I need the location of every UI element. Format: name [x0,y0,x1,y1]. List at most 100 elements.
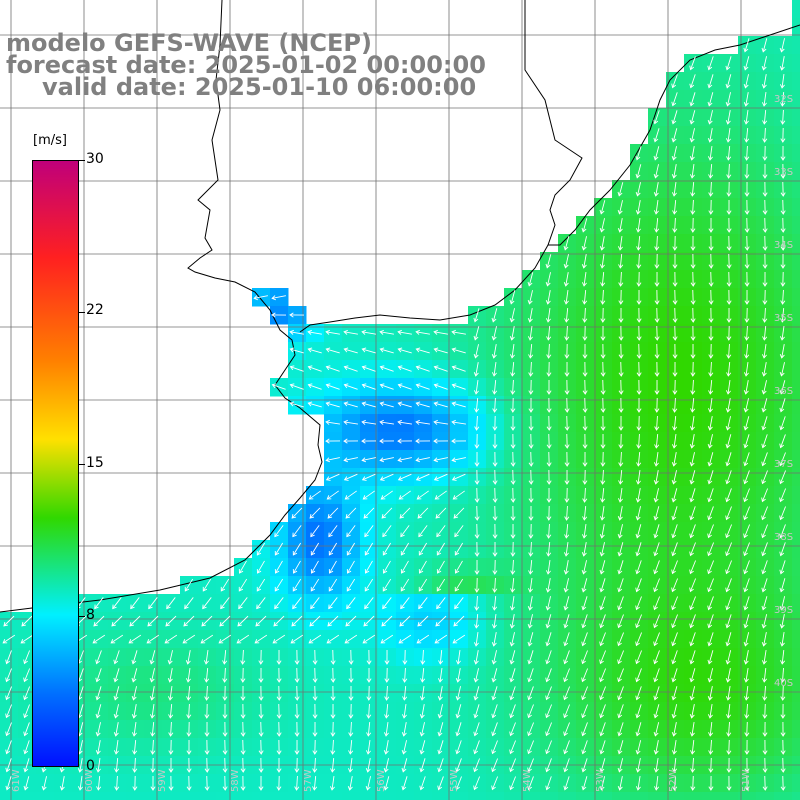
wind-arrow [690,379,696,395]
wind-speed-cell [216,792,235,800]
wind-arrow [492,505,498,521]
wind-arrow [325,329,340,335]
wind-arrow [725,614,732,629]
wind-speed-cell [720,792,739,800]
wind-arrow [654,217,660,233]
wind-arrow [690,307,696,323]
wind-arrow [780,721,786,737]
wind-arrow [292,542,302,556]
wind-arrow [361,329,376,335]
wind-speed-cell [792,180,800,199]
wind-arrow [545,596,551,611]
wind-arrow [708,721,714,737]
wind-arrow [401,704,407,719]
wind-arrow [77,758,83,773]
wind-arrow [779,542,786,557]
wind-arrow [436,578,446,592]
wind-arrow [276,721,282,737]
colorbar-unit: [m/s] [33,133,67,148]
wind-arrow [453,615,465,627]
wind-arrow [527,596,533,611]
wind-arrow [131,650,138,665]
wind-arrow [452,490,465,500]
wind-arrow [779,596,786,611]
wind-arrow [292,597,302,610]
wind-arrow [419,686,425,701]
wind-arrow [653,578,660,593]
wind-arrow [635,488,641,503]
wind-arrow [113,686,120,701]
wind-arrow [3,615,15,627]
wind-arrow [382,597,392,610]
wind-arrow [438,649,444,665]
wind-arrow [274,597,284,610]
wind-arrow [689,74,696,89]
wind-arrow [473,686,480,701]
wind-arrow [132,757,138,773]
wind-speed-cell [54,792,73,800]
wind-arrow [779,362,785,377]
wind-arrow [744,145,750,161]
wind-arrow [474,523,480,539]
wind-arrow [689,722,695,737]
wind-arrow [455,704,462,719]
wind-arrow [492,541,498,557]
wind-arrow [400,525,410,538]
wind-arrow [509,704,516,719]
wind-speed-cell [288,792,307,800]
wind-arrow [379,347,394,354]
wind-speed-cell [306,792,325,800]
wind-arrow [689,488,696,503]
wind-arrow [168,775,174,791]
wind-arrow [510,541,516,557]
wind-arrow [236,634,250,644]
wind-arrow [312,721,318,737]
wind-arrow [5,650,12,665]
wind-arrow [400,560,409,574]
wind-arrow [528,379,534,395]
wind-arrow [672,271,678,287]
wind-arrow [401,722,407,737]
wind-arrow [399,615,411,627]
wind-arrow [779,38,785,53]
wind-arrow [545,758,552,773]
wind-arrow [150,721,156,737]
wind-arrow [654,343,660,359]
wind-speed-cell [504,792,523,800]
wind-arrow [545,632,552,647]
wind-arrow [149,668,155,683]
wind-arrow [779,452,786,467]
wind-arrow [492,397,498,413]
wind-arrow [130,597,140,610]
wind-arrow [653,758,659,773]
wind-arrow [564,397,570,413]
wind-speed-cell [684,792,703,800]
wind-arrow [545,704,553,719]
wind-arrow [636,361,642,377]
wind-arrow [379,438,395,444]
wind-arrow [433,329,448,335]
wind-arrow [345,615,357,627]
wind-arrow [726,361,732,377]
wind-arrow [743,434,750,449]
wind-arrow [636,289,642,305]
wind-arrow [690,739,696,755]
wind-arrow [563,290,569,305]
wind-arrow [708,199,714,215]
wind-arrow [397,473,412,481]
wind-arrow [222,721,228,737]
wind-speed-cell [792,90,800,109]
wind-speed-cell [594,792,613,800]
wind-speed-cell [792,108,800,127]
wind-arrow [635,560,642,575]
wind-arrow [110,634,124,644]
wind-arrow [581,614,588,629]
wind-arrow [379,401,394,408]
wind-speed-cell [792,432,800,451]
wind-arrow [780,757,786,773]
wind-speed-cell [468,792,487,800]
wind-arrow [528,559,534,575]
wind-arrow [780,217,786,233]
wind-speed-cell [342,792,361,800]
colorbar-tick: 30 [86,151,104,167]
